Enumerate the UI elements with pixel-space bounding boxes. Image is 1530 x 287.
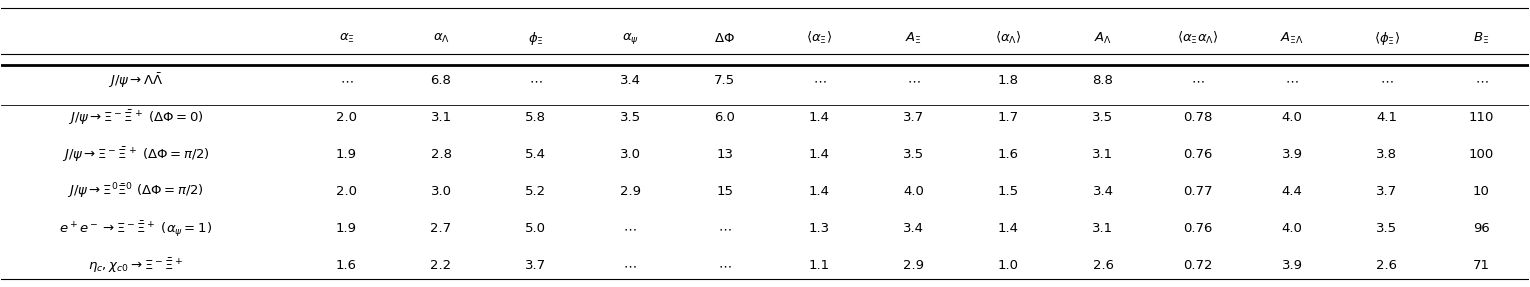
Text: 3.1: 3.1 bbox=[1092, 148, 1114, 161]
Text: $\cdots$: $\cdots$ bbox=[340, 74, 353, 88]
Text: 100: 100 bbox=[1469, 148, 1493, 161]
Text: 5.4: 5.4 bbox=[525, 148, 546, 161]
Text: $\langle\phi_{\Xi}\rangle$: $\langle\phi_{\Xi}\rangle$ bbox=[1374, 30, 1400, 47]
Text: 4.0: 4.0 bbox=[1282, 222, 1302, 235]
Text: $J/\psi \to \Xi^-\bar{\Xi}^+\ (\Delta\Phi=\pi/2)$: $J/\psi \to \Xi^-\bar{\Xi}^+\ (\Delta\Ph… bbox=[61, 146, 210, 164]
Text: 0.78: 0.78 bbox=[1183, 111, 1212, 125]
Text: $\cdots$: $\cdots$ bbox=[812, 74, 826, 88]
Text: $\alpha_{\psi}$: $\alpha_{\psi}$ bbox=[621, 31, 638, 46]
Text: 1.1: 1.1 bbox=[809, 259, 829, 272]
Text: 8.8: 8.8 bbox=[1092, 74, 1114, 88]
Text: 1.6: 1.6 bbox=[998, 148, 1019, 161]
Text: 2.7: 2.7 bbox=[430, 222, 451, 235]
Text: $\eta_c,\chi_{c0} \to \Xi^-\bar{\Xi}^+$: $\eta_c,\chi_{c0} \to \Xi^-\bar{\Xi}^+$ bbox=[87, 256, 184, 275]
Text: 3.5: 3.5 bbox=[620, 111, 641, 125]
Text: $\cdots$: $\cdots$ bbox=[1475, 74, 1489, 88]
Text: $\cdots$: $\cdots$ bbox=[1190, 74, 1204, 88]
Text: 3.7: 3.7 bbox=[1375, 185, 1397, 198]
Text: $\langle\alpha_{\Xi}\rangle$: $\langle\alpha_{\Xi}\rangle$ bbox=[806, 30, 832, 46]
Text: 1.9: 1.9 bbox=[337, 148, 356, 161]
Text: $B_{\Xi}$: $B_{\Xi}$ bbox=[1473, 31, 1489, 46]
Text: $\cdots$: $\cdots$ bbox=[907, 74, 921, 88]
Text: 1.4: 1.4 bbox=[998, 222, 1019, 235]
Text: 1.7: 1.7 bbox=[998, 111, 1019, 125]
Text: $J/\psi \to \Xi^0\bar{\Xi}^0\ (\Delta\Phi=\pi/2)$: $J/\psi \to \Xi^0\bar{\Xi}^0\ (\Delta\Ph… bbox=[67, 182, 203, 201]
Text: 2.9: 2.9 bbox=[903, 259, 924, 272]
Text: $\cdots$: $\cdots$ bbox=[529, 74, 543, 88]
Text: 2.0: 2.0 bbox=[337, 185, 356, 198]
Text: 5.8: 5.8 bbox=[525, 111, 546, 125]
Text: 10: 10 bbox=[1473, 185, 1490, 198]
Text: 3.4: 3.4 bbox=[620, 74, 641, 88]
Text: 3.9: 3.9 bbox=[1282, 148, 1302, 161]
Text: $\alpha_{\Lambda}$: $\alpha_{\Lambda}$ bbox=[433, 32, 450, 45]
Text: $\cdots$: $\cdots$ bbox=[1380, 74, 1394, 88]
Text: 4.1: 4.1 bbox=[1377, 111, 1397, 125]
Text: $\langle\alpha_{\Xi}\alpha_{\Lambda}\rangle$: $\langle\alpha_{\Xi}\alpha_{\Lambda}\ran… bbox=[1177, 30, 1218, 46]
Text: 3.7: 3.7 bbox=[525, 259, 546, 272]
Text: 0.72: 0.72 bbox=[1183, 259, 1212, 272]
Text: 3.0: 3.0 bbox=[430, 185, 451, 198]
Text: 3.1: 3.1 bbox=[430, 111, 451, 125]
Text: $A_{\Lambda}$: $A_{\Lambda}$ bbox=[1094, 31, 1112, 46]
Text: 3.5: 3.5 bbox=[1092, 111, 1114, 125]
Text: $\phi_{\Xi}$: $\phi_{\Xi}$ bbox=[528, 30, 543, 47]
Text: 5.2: 5.2 bbox=[525, 185, 546, 198]
Text: 4.0: 4.0 bbox=[904, 185, 924, 198]
Text: 1.0: 1.0 bbox=[998, 259, 1019, 272]
Text: 7.5: 7.5 bbox=[715, 74, 736, 88]
Text: 6.0: 6.0 bbox=[715, 111, 736, 125]
Text: 13: 13 bbox=[716, 148, 733, 161]
Text: $\cdots$: $\cdots$ bbox=[718, 222, 731, 235]
Text: 5.0: 5.0 bbox=[525, 222, 546, 235]
Text: 1.9: 1.9 bbox=[337, 222, 356, 235]
Text: 3.4: 3.4 bbox=[1092, 185, 1114, 198]
Text: 1.5: 1.5 bbox=[998, 185, 1019, 198]
Text: 1.6: 1.6 bbox=[337, 259, 356, 272]
Text: $\cdots$: $\cdots$ bbox=[1285, 74, 1299, 88]
Text: 3.5: 3.5 bbox=[903, 148, 924, 161]
Text: $J/\psi \to \Lambda\bar{\Lambda}$: $J/\psi \to \Lambda\bar{\Lambda}$ bbox=[107, 72, 164, 90]
Text: $\alpha_{\Xi}$: $\alpha_{\Xi}$ bbox=[338, 32, 355, 45]
Text: 0.77: 0.77 bbox=[1183, 185, 1212, 198]
Text: 1.3: 1.3 bbox=[809, 222, 829, 235]
Text: $A_{\Xi}$: $A_{\Xi}$ bbox=[906, 31, 923, 46]
Text: $A_{\Xi\Lambda}$: $A_{\Xi\Lambda}$ bbox=[1281, 31, 1304, 46]
Text: 110: 110 bbox=[1469, 111, 1493, 125]
Text: 1.4: 1.4 bbox=[809, 185, 829, 198]
Text: 2.6: 2.6 bbox=[1377, 259, 1397, 272]
Text: 96: 96 bbox=[1473, 222, 1490, 235]
Text: $\cdots$: $\cdots$ bbox=[623, 222, 636, 235]
Text: 4.4: 4.4 bbox=[1282, 185, 1302, 198]
Text: 3.5: 3.5 bbox=[1375, 222, 1397, 235]
Text: 3.1: 3.1 bbox=[1092, 222, 1114, 235]
Text: 6.8: 6.8 bbox=[430, 74, 451, 88]
Text: 0.76: 0.76 bbox=[1183, 148, 1212, 161]
Text: 3.9: 3.9 bbox=[1282, 259, 1302, 272]
Text: 1.4: 1.4 bbox=[809, 111, 829, 125]
Text: 15: 15 bbox=[716, 185, 733, 198]
Text: 2.6: 2.6 bbox=[1092, 259, 1114, 272]
Text: $\Delta\Phi$: $\Delta\Phi$ bbox=[715, 32, 736, 45]
Text: $\cdots$: $\cdots$ bbox=[718, 259, 731, 272]
Text: 2.8: 2.8 bbox=[430, 148, 451, 161]
Text: $J/\psi \to \Xi^-\bar{\Xi}^+\ (\Delta\Phi=0)$: $J/\psi \to \Xi^-\bar{\Xi}^+\ (\Delta\Ph… bbox=[67, 108, 203, 127]
Text: 4.0: 4.0 bbox=[1282, 111, 1302, 125]
Text: 3.0: 3.0 bbox=[620, 148, 641, 161]
Text: 1.8: 1.8 bbox=[998, 74, 1019, 88]
Text: 1.4: 1.4 bbox=[809, 148, 829, 161]
Text: 2.2: 2.2 bbox=[430, 259, 451, 272]
Text: $\cdots$: $\cdots$ bbox=[623, 259, 636, 272]
Text: 0.76: 0.76 bbox=[1183, 222, 1212, 235]
Text: 2.0: 2.0 bbox=[337, 111, 356, 125]
Text: $e^+e^- \to \Xi^-\bar{\Xi}^+\ (\alpha_{\psi}=1)$: $e^+e^- \to \Xi^-\bar{\Xi}^+\ (\alpha_{\… bbox=[58, 219, 213, 238]
Text: 3.7: 3.7 bbox=[903, 111, 924, 125]
Text: 2.9: 2.9 bbox=[620, 185, 641, 198]
Text: $\langle\alpha_{\Lambda}\rangle$: $\langle\alpha_{\Lambda}\rangle$ bbox=[994, 30, 1022, 46]
Text: 71: 71 bbox=[1473, 259, 1490, 272]
Text: 3.8: 3.8 bbox=[1377, 148, 1397, 161]
Text: 3.4: 3.4 bbox=[903, 222, 924, 235]
